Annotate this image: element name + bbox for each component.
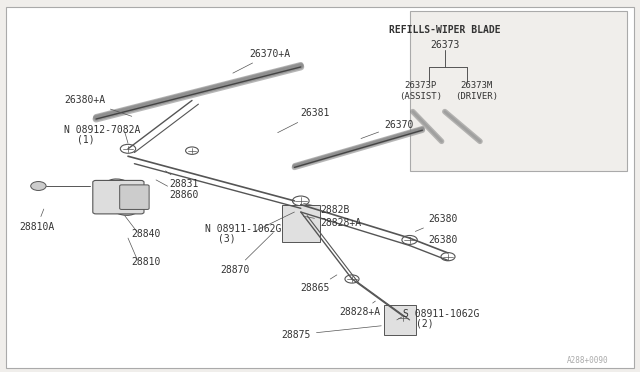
Text: (ASSIST): (ASSIST) [399,92,442,101]
Text: N 08912-7082A: N 08912-7082A [64,125,140,135]
Circle shape [31,182,46,190]
Text: 28860: 28860 [156,180,199,200]
Text: 28875: 28875 [282,326,381,340]
FancyBboxPatch shape [93,180,144,214]
Text: S 08911-1062G: S 08911-1062G [403,310,479,319]
Circle shape [402,235,417,244]
Circle shape [345,275,359,283]
Text: N 08911-1062G: N 08911-1062G [205,224,281,234]
Text: 26380+A: 26380+A [64,96,132,116]
Text: REFILLS-WIPER BLADE: REFILLS-WIPER BLADE [389,25,500,35]
Text: 28865: 28865 [301,275,337,293]
Text: 28810: 28810 [131,257,161,267]
Text: 28840: 28840 [131,230,161,239]
Ellipse shape [101,179,142,215]
Text: (DRIVER): (DRIVER) [455,92,499,101]
Circle shape [396,314,410,322]
Text: 26373P: 26373P [404,81,436,90]
Circle shape [120,144,136,153]
Text: 28828+A: 28828+A [339,301,380,317]
Circle shape [292,196,309,206]
Text: 26381: 26381 [278,109,330,133]
FancyBboxPatch shape [282,205,320,242]
Text: (2): (2) [416,319,434,328]
Text: 26370+A: 26370+A [233,49,291,73]
Text: 2882B: 2882B [303,203,349,215]
Text: 28828+A: 28828+A [303,216,361,228]
FancyBboxPatch shape [384,305,416,335]
FancyBboxPatch shape [120,185,149,209]
Text: 26380: 26380 [415,215,458,231]
Text: A288+0090: A288+0090 [566,356,608,365]
Text: (1): (1) [77,135,95,144]
Text: 26380: 26380 [422,235,458,245]
Text: 26373: 26373 [430,40,460,49]
Circle shape [186,147,198,154]
Text: 28810A: 28810A [19,209,54,232]
Text: 26370: 26370 [361,120,413,138]
FancyBboxPatch shape [6,7,634,368]
FancyBboxPatch shape [410,11,627,171]
Text: 28831: 28831 [166,171,199,189]
Text: (3): (3) [218,233,236,243]
Circle shape [441,253,455,261]
Text: 26373M: 26373M [461,81,493,90]
Text: 28870: 28870 [221,232,273,275]
